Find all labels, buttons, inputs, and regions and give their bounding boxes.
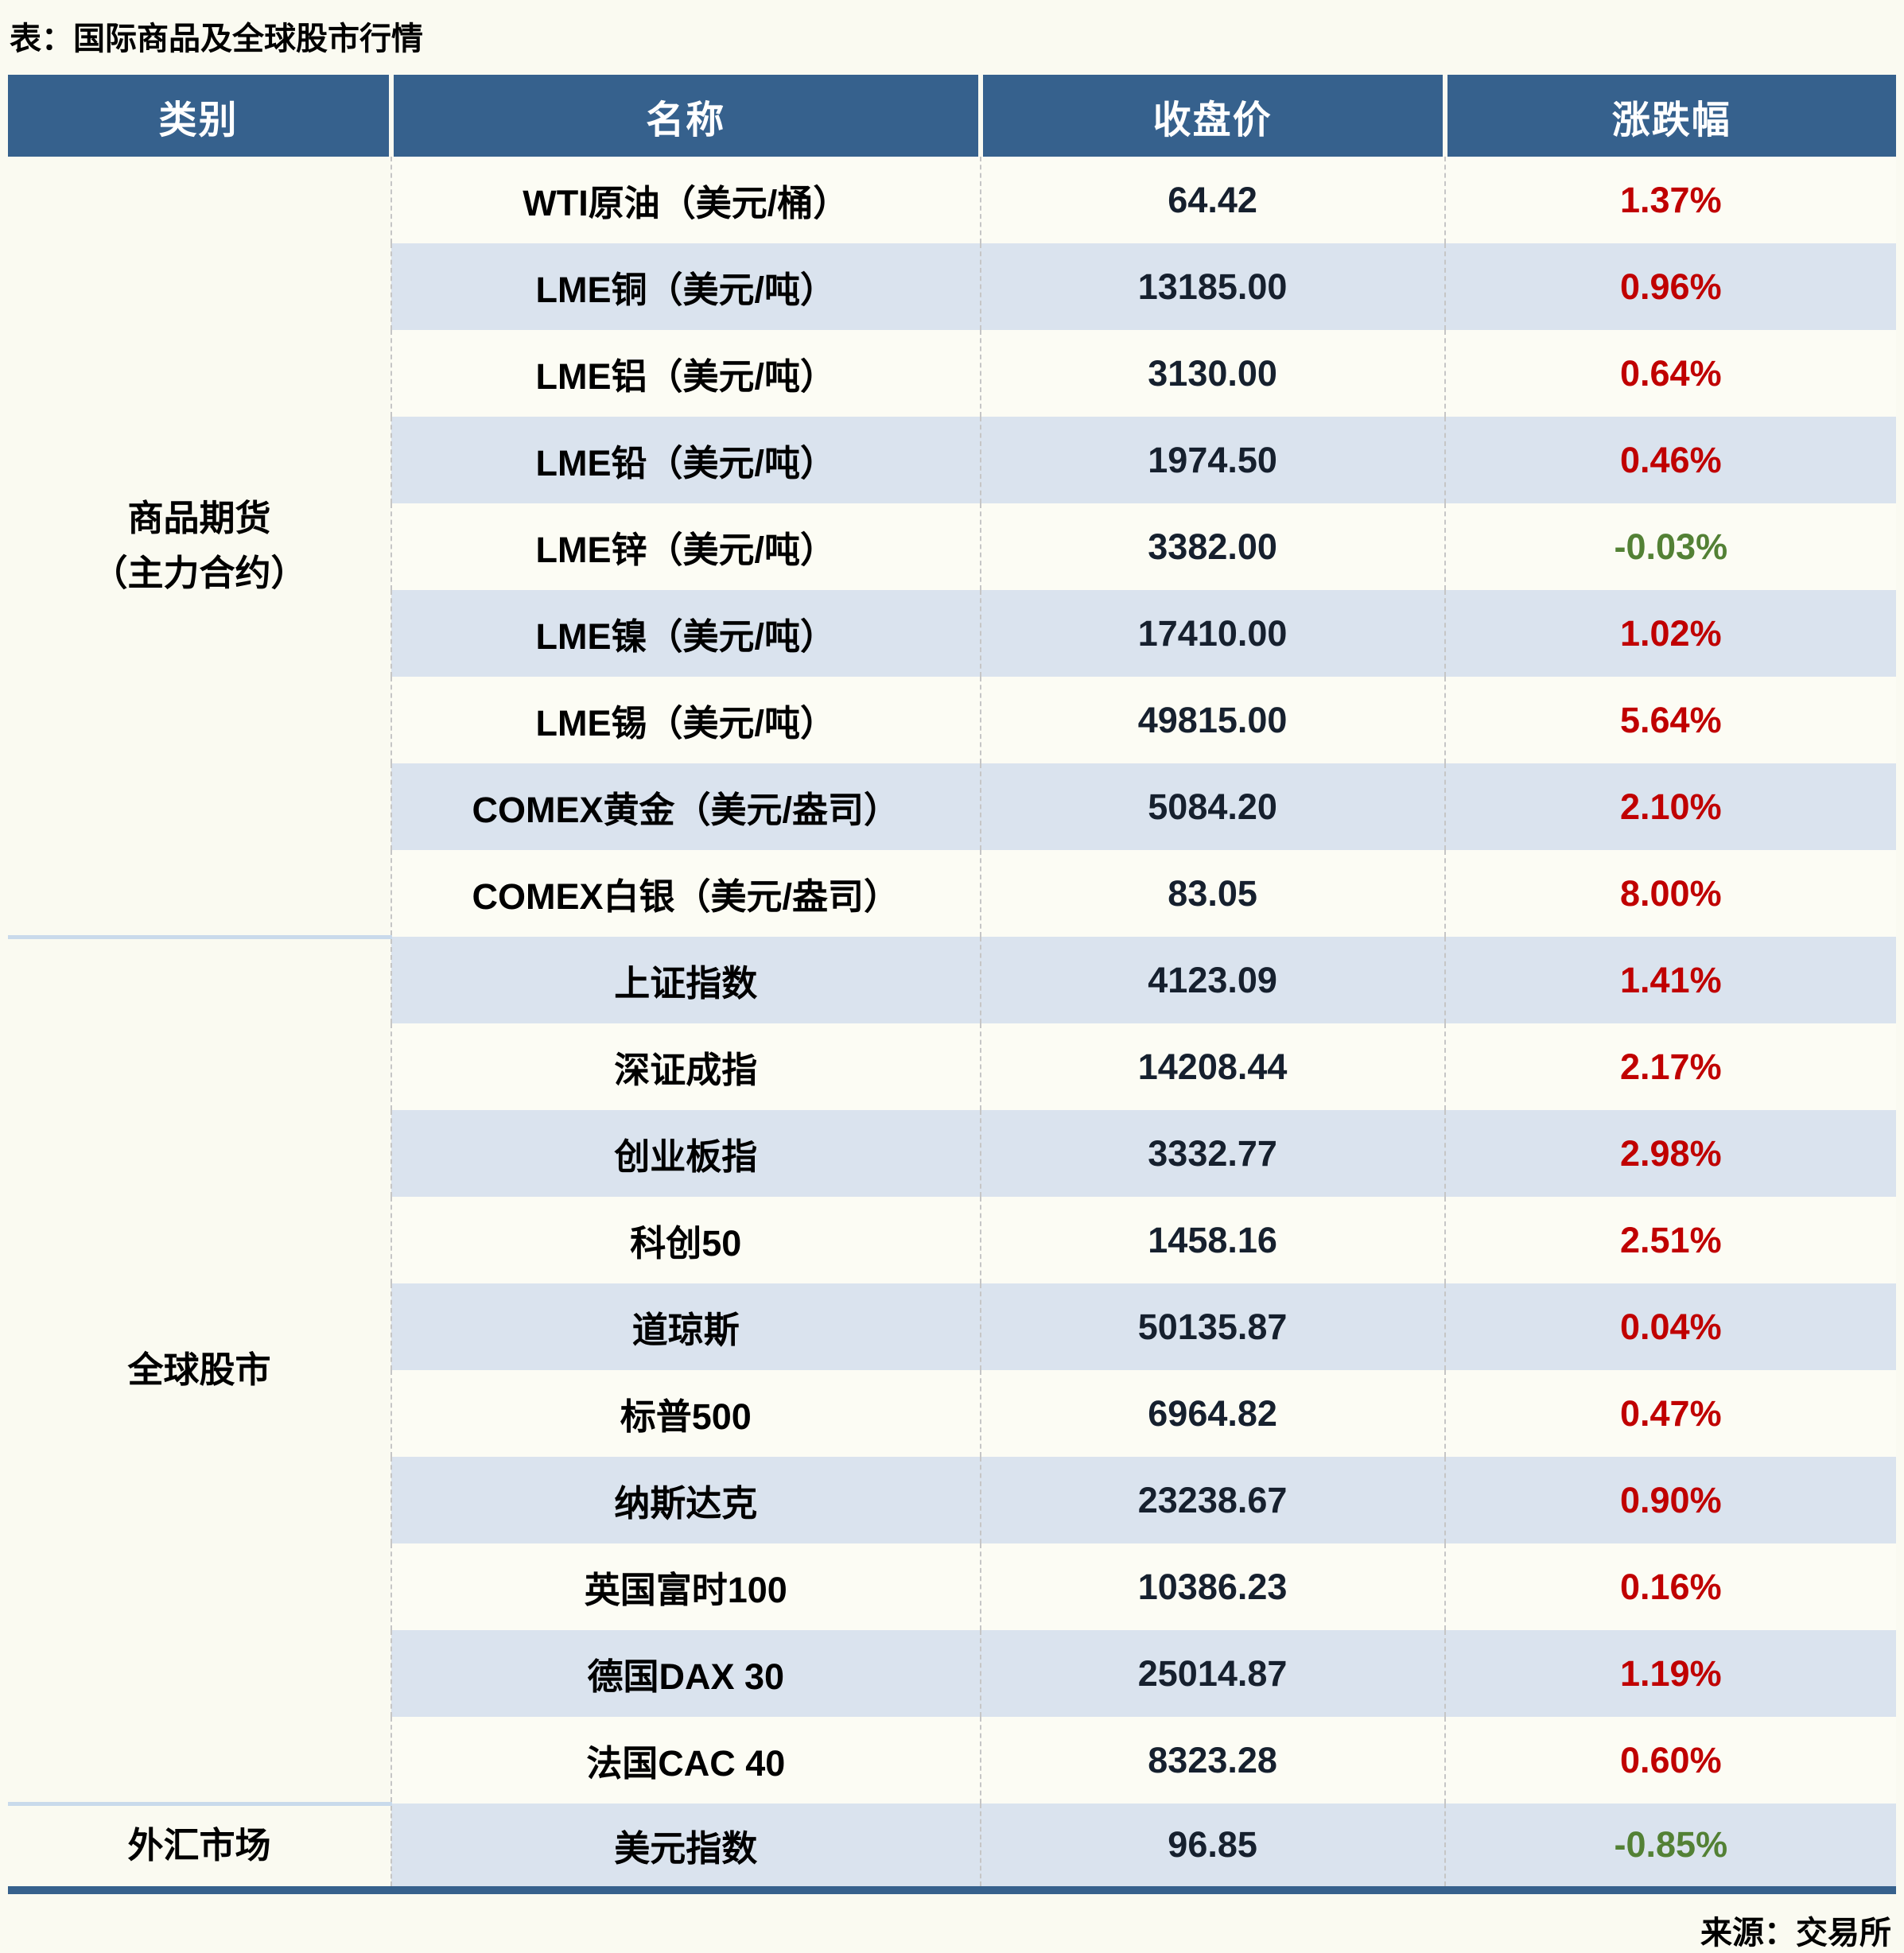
col-header-category: 类别 — [8, 75, 391, 157]
table-row: 德国DAX 30 25014.87 1.19% — [8, 1630, 1896, 1717]
close-price-cell: 1458.16 — [979, 1197, 1445, 1283]
change-cell: 1.02% — [1444, 590, 1896, 677]
name-cell: 德国DAX 30 — [390, 1630, 981, 1717]
table-row: LME镍（美元/吨） 17410.00 1.02% — [8, 590, 1896, 677]
page-title: 表：国际商品及全球股市行情 — [10, 21, 423, 56]
close-price-cell: 3332.77 — [979, 1110, 1445, 1197]
name-cell: LME铜（美元/吨） — [390, 243, 981, 330]
close-price-cell: 50135.87 — [979, 1283, 1445, 1370]
change-cell: 0.47% — [1444, 1370, 1896, 1457]
table-row: LME铜（美元/吨） 13185.00 0.96% — [8, 243, 1896, 330]
name-cell: LME锌（美元/吨） — [390, 503, 981, 590]
change-cell: -0.03% — [1444, 503, 1896, 590]
table-row: 创业板指 3332.77 2.98% — [8, 1110, 1896, 1197]
name-cell: 科创50 — [390, 1197, 981, 1283]
close-price-cell: 83.05 — [979, 850, 1445, 937]
name-cell: LME铝（美元/吨） — [390, 330, 981, 417]
change-cell: 0.16% — [1444, 1543, 1896, 1630]
close-price-cell: 14208.44 — [979, 1023, 1445, 1110]
name-cell: COMEX白银（美元/盎司） — [390, 850, 981, 937]
change-cell: 0.46% — [1444, 417, 1896, 503]
close-price-cell: 17410.00 — [979, 590, 1445, 677]
name-cell: COMEX黄金（美元/盎司） — [390, 763, 981, 850]
market-table: 类别 名称 收盘价 涨跌幅 商品期货 （主力合约） WTI原油（美元/桶） 64.42… — [8, 75, 1896, 1894]
change-cell: 1.41% — [1444, 937, 1896, 1023]
change-cell: 2.98% — [1444, 1110, 1896, 1197]
table-row: LME锌（美元/吨） 3382.00 -0.03% — [8, 503, 1896, 590]
change-cell: 8.00% — [1444, 850, 1896, 937]
name-cell: LME锡（美元/吨） — [390, 677, 981, 763]
table-row: LME锡（美元/吨） 49815.00 5.64% — [8, 677, 1896, 763]
change-cell: -0.85% — [1444, 1804, 1896, 1894]
change-cell: 0.96% — [1444, 243, 1896, 330]
name-cell: 创业板指 — [390, 1110, 981, 1197]
table-row: LME铝（美元/吨） 3130.00 0.64% — [8, 330, 1896, 417]
change-cell: 0.90% — [1444, 1457, 1896, 1543]
close-price-cell: 5084.20 — [979, 763, 1445, 850]
name-cell: WTI原油（美元/桶） — [390, 157, 981, 243]
name-cell: 标普500 — [390, 1370, 981, 1457]
change-cell: 0.64% — [1444, 330, 1896, 417]
name-cell: 美元指数 — [390, 1804, 981, 1894]
name-cell: LME镍（美元/吨） — [390, 590, 981, 677]
close-price-cell: 8323.28 — [979, 1717, 1445, 1804]
table-row: 商品期货 （主力合约） WTI原油（美元/桶） 64.42 1.37% — [8, 157, 1896, 937]
source-note: 来源：交易所 — [1700, 1916, 1891, 1951]
close-price-cell: 10386.23 — [979, 1543, 1445, 1630]
close-price-cell: 3130.00 — [979, 330, 1445, 417]
name-cell: 法国CAC 40 — [390, 1717, 981, 1804]
close-price-cell: 13185.00 — [979, 243, 1445, 330]
table-row: LME铅（美元/吨） 1974.50 0.46% — [8, 417, 1896, 503]
table-row: 纳斯达克 23238.67 0.90% — [8, 1457, 1896, 1543]
change-cell: 0.04% — [1444, 1283, 1896, 1370]
close-price-cell: 96.85 — [979, 1804, 1445, 1894]
name-cell: 深证成指 — [390, 1023, 981, 1110]
table-row: 道琼斯 50135.87 0.04% — [8, 1283, 1896, 1370]
close-price-cell: 4123.09 — [979, 937, 1445, 1023]
change-cell: 1.19% — [1444, 1630, 1896, 1717]
category-cell: 商品期货 （主力合约） — [8, 157, 391, 937]
change-cell: 0.60% — [1444, 1717, 1896, 1804]
category-cell: 外汇市场 — [8, 1801, 391, 1894]
header-row: 类别 名称 收盘价 涨跌幅 — [8, 75, 1896, 157]
table-row: 全球股市 上证指数 4123.09 1.41% — [8, 934, 1896, 1804]
name-cell: 英国富时100 — [390, 1543, 981, 1630]
col-header-change: 涨跌幅 — [1442, 75, 1896, 157]
close-price-cell: 25014.87 — [979, 1630, 1445, 1717]
table-row: COMEX白银（美元/盎司） 83.05 8.00% — [8, 850, 1896, 937]
table-row: 英国富时100 10386.23 0.16% — [8, 1543, 1896, 1630]
name-cell: LME铅（美元/吨） — [390, 417, 981, 503]
table-row: COMEX黄金（美元/盎司） 5084.20 2.10% — [8, 763, 1896, 850]
close-price-cell: 1974.50 — [979, 417, 1445, 503]
table-row: 科创50 1458.16 2.51% — [8, 1197, 1896, 1283]
name-cell: 道琼斯 — [390, 1283, 981, 1370]
close-price-cell: 23238.67 — [979, 1457, 1445, 1543]
change-cell: 2.17% — [1444, 1023, 1896, 1110]
category-cell: 全球股市 — [8, 934, 391, 1804]
col-header-name: 名称 — [388, 75, 981, 157]
change-cell: 1.37% — [1444, 157, 1896, 243]
table-row: 深证成指 14208.44 2.17% — [8, 1023, 1896, 1110]
table-row: 外汇市场 美元指数 96.85 -0.85% — [8, 1801, 1896, 1894]
close-price-cell: 64.42 — [979, 157, 1445, 243]
table-row: 标普500 6964.82 0.47% — [8, 1370, 1896, 1457]
table-row: 法国CAC 40 8323.28 0.60% — [8, 1717, 1896, 1804]
change-cell: 2.10% — [1444, 763, 1896, 850]
close-price-cell: 49815.00 — [979, 677, 1445, 763]
col-header-close: 收盘价 — [977, 75, 1445, 157]
name-cell: 纳斯达克 — [390, 1457, 981, 1543]
change-cell: 2.51% — [1444, 1197, 1896, 1283]
close-price-cell: 6964.82 — [979, 1370, 1445, 1457]
change-cell: 5.64% — [1444, 677, 1896, 763]
name-cell: 上证指数 — [390, 937, 981, 1023]
close-price-cell: 3382.00 — [979, 503, 1445, 590]
